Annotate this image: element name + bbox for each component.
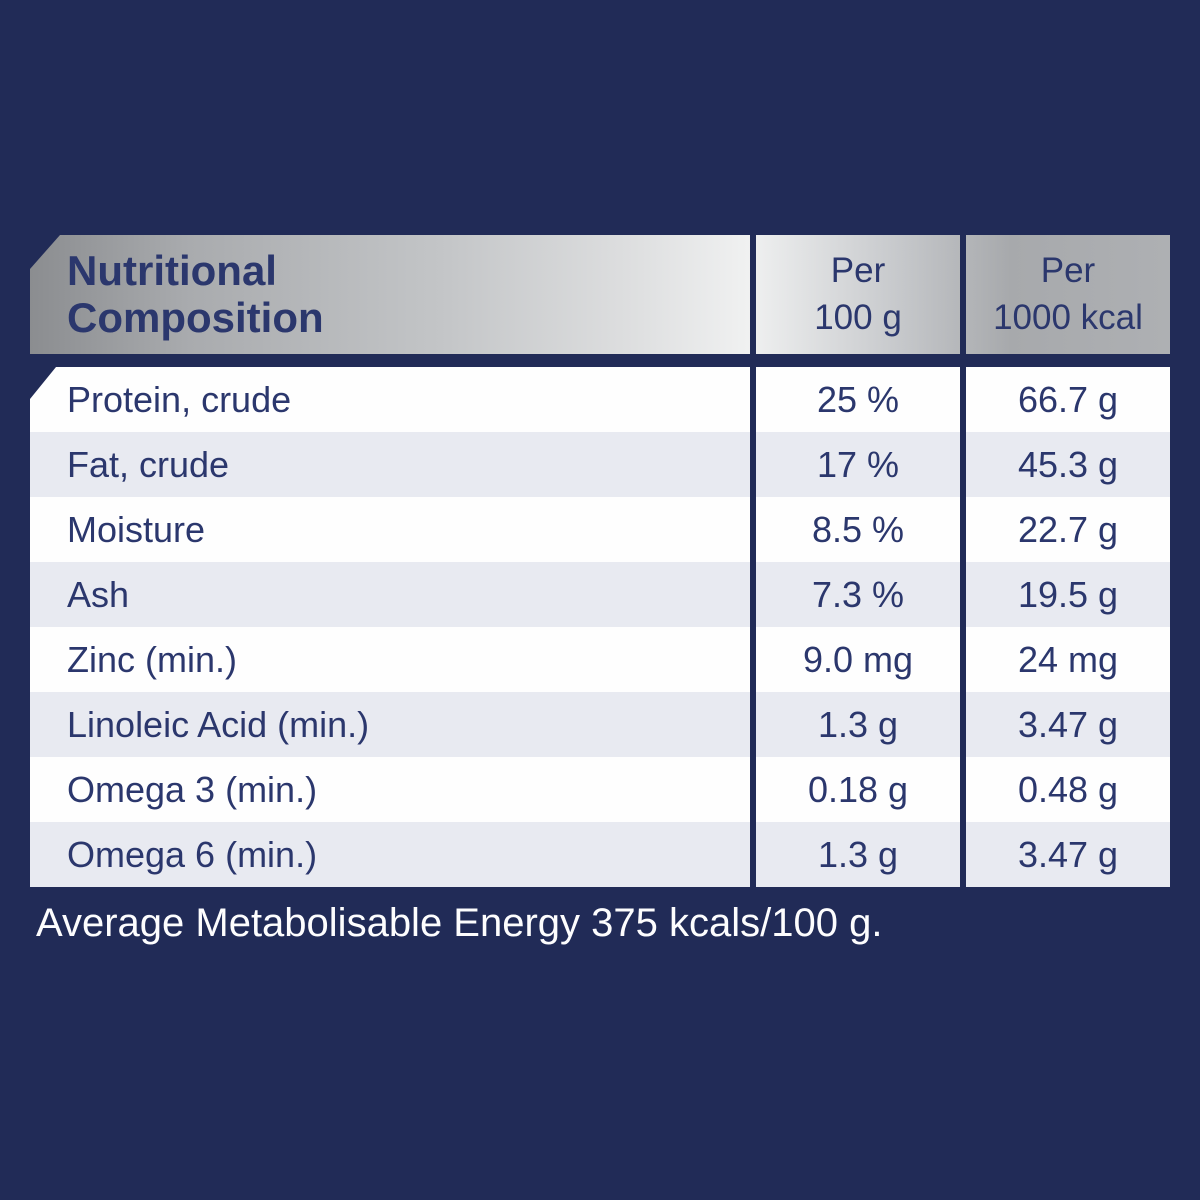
nutrient-name: Linoleic Acid (min.) [67, 703, 370, 745]
table-row: Ash 7.3 % 19.5 g [30, 562, 1170, 627]
nutrient-name: Fat, crude [67, 443, 230, 485]
column-divider [750, 822, 756, 887]
header-title-cell: Nutritional Composition [30, 235, 750, 354]
nutrient-name: Protein, crude [67, 378, 292, 420]
header-per-100g-cell: Per 100 g [756, 235, 960, 354]
value-per-100g: 25 % [816, 378, 900, 420]
column-divider [750, 692, 756, 757]
column-divider [750, 367, 756, 432]
table-row: Linoleic Acid (min.) 1.3 g 3.47 g [30, 692, 1170, 757]
nutrient-name: Ash [67, 573, 130, 615]
table-title-line2: Composition [67, 293, 324, 341]
column-header-per-1000kcal: Per 1000 kcal [993, 248, 1143, 340]
header-per-1000kcal-cell: Per 1000 kcal [966, 235, 1170, 354]
column-header-per-100g: Per 100 g [814, 248, 902, 340]
value-per-100g: 7.3 % [811, 573, 905, 615]
column-divider [960, 235, 966, 354]
column-header-line1: Per [830, 251, 886, 291]
nutrient-name: Moisture [67, 508, 206, 550]
column-divider [960, 562, 966, 627]
column-divider [750, 757, 756, 822]
column-divider [960, 692, 966, 757]
table-row: Omega 3 (min.) 0.18 g 0.48 g [30, 757, 1170, 822]
value-per-100g: 0.18 g [807, 768, 909, 810]
column-header-line2: 100 g [814, 297, 902, 337]
column-divider [750, 235, 756, 354]
value-per-100g: 8.5 % [811, 508, 905, 550]
column-divider [750, 562, 756, 627]
column-divider [960, 822, 966, 887]
value-per-1000kcal: 3.47 g [1017, 833, 1119, 875]
column-divider [960, 432, 966, 497]
table-row: Protein, crude 25 % 66.7 g [30, 367, 1170, 432]
column-divider [960, 627, 966, 692]
nutrition-table: Nutritional Composition Per 100 g Per 10… [30, 235, 1170, 887]
value-per-100g: 1.3 g [817, 833, 899, 875]
table-header: Nutritional Composition Per 100 g Per 10… [30, 235, 1170, 354]
column-divider [960, 367, 966, 432]
value-per-1000kcal: 19.5 g [1017, 573, 1119, 615]
column-divider [750, 432, 756, 497]
value-per-1000kcal: 22.7 g [1017, 508, 1119, 550]
column-header-line1: Per [1040, 251, 1096, 291]
nutrient-name: Omega 3 (min.) [67, 768, 318, 810]
table-row: Omega 6 (min.) 1.3 g 3.47 g [30, 822, 1170, 887]
table-row: Moisture 8.5 % 22.7 g [30, 497, 1170, 562]
value-per-100g: 9.0 mg [802, 638, 914, 680]
table-row: Fat, crude 17 % 45.3 g [30, 432, 1170, 497]
nutrient-name: Zinc (min.) [67, 638, 237, 680]
value-per-100g: 17 % [816, 443, 900, 485]
value-per-100g: 1.3 g [817, 703, 899, 745]
table-title-line1: Nutritional [67, 247, 277, 295]
table-body: Protein, crude 25 % 66.7 g Fat, crude 17… [30, 367, 1170, 887]
value-per-1000kcal: 66.7 g [1017, 378, 1119, 420]
value-per-1000kcal: 45.3 g [1017, 443, 1119, 485]
column-divider [960, 497, 966, 562]
column-divider [750, 627, 756, 692]
value-per-1000kcal: 0.48 g [1017, 768, 1119, 810]
table-title: Nutritional Composition [67, 247, 324, 341]
column-header-line2: 1000 kcal [993, 297, 1143, 337]
value-per-1000kcal: 3.47 g [1017, 703, 1119, 745]
table-row: Zinc (min.) 9.0 mg 24 mg [30, 627, 1170, 692]
column-divider [750, 497, 756, 562]
nutrient-name: Omega 6 (min.) [67, 833, 318, 875]
energy-note: Average Metabolisable Energy 375 kcals/1… [36, 901, 883, 945]
column-divider [960, 757, 966, 822]
value-per-1000kcal: 24 mg [1017, 638, 1119, 680]
